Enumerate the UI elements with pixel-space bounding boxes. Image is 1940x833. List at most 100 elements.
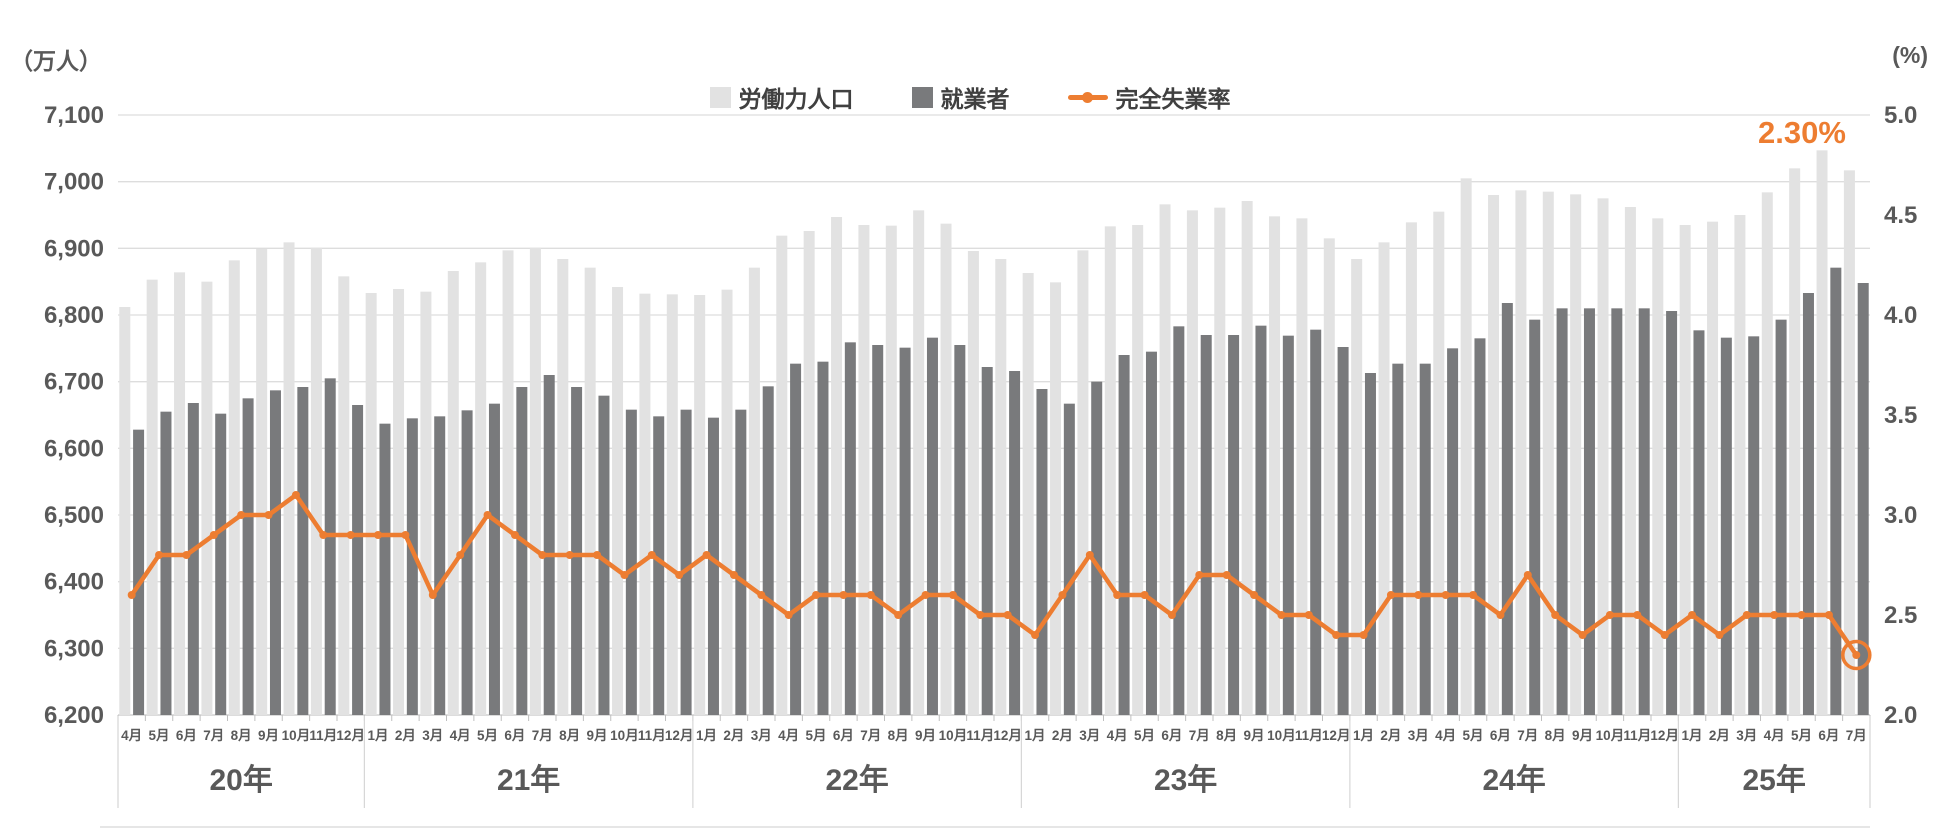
labor-force-bar <box>557 259 569 715</box>
labor-force-bar <box>1378 242 1390 716</box>
labor-force-bar <box>365 293 377 715</box>
month-label: 12月 <box>1322 728 1351 743</box>
unemployment-rate-point <box>1113 591 1122 599</box>
left-axis-tick-label: 6,900 <box>44 235 104 262</box>
unemployment-rate-point <box>1277 611 1286 619</box>
unemployment-rate-point <box>1715 631 1724 639</box>
month-label: 7月 <box>203 728 224 743</box>
employed-bar <box>707 417 719 715</box>
unemployment-rate-point <box>675 571 684 579</box>
month-label: 6月 <box>1490 728 1511 743</box>
employed-bar <box>872 345 884 715</box>
month-label: 3月 <box>1408 728 1429 743</box>
year-label: 24年 <box>1482 764 1545 797</box>
year-label: 20年 <box>210 764 273 797</box>
month-label: 9月 <box>1572 728 1593 743</box>
month-label: 1月 <box>1353 728 1374 743</box>
month-label: 4月 <box>121 728 142 743</box>
month-label: 11月 <box>638 728 666 743</box>
month-label: 12月 <box>993 728 1022 743</box>
employed-bar <box>1830 267 1842 715</box>
right-axis-tick-label: 4.0 <box>1884 302 1917 329</box>
month-label: 8月 <box>231 728 252 743</box>
employed-bar <box>1556 308 1568 715</box>
month-label: 11月 <box>966 728 994 743</box>
month-label: 6月 <box>176 728 197 743</box>
month-label: 2月 <box>1380 728 1401 743</box>
month-label: 10月 <box>939 728 968 743</box>
left-axis-unit-label: （万人） <box>10 48 102 74</box>
labor-force-bar <box>1323 238 1335 716</box>
month-label: 4月 <box>778 728 799 743</box>
employed-bar <box>1255 325 1267 715</box>
labor-force-bar <box>1597 198 1609 716</box>
unemployment-rate-point <box>1359 631 1368 639</box>
employed-bar <box>1337 347 1349 715</box>
unemployment-rate-point <box>1250 591 1259 599</box>
legend-label-employed: 就業者 <box>940 86 1010 112</box>
labor-force-bar <box>1816 150 1828 716</box>
month-label: 11月 <box>1295 728 1323 743</box>
labor-force-bar <box>748 267 760 715</box>
unemployment-rate-point <box>155 551 164 559</box>
employed-bar <box>1310 329 1322 715</box>
labor-force-bar <box>1214 207 1226 715</box>
month-label: 5月 <box>1791 728 1812 743</box>
month-label: 2月 <box>395 728 416 743</box>
latest-point-circle-icon <box>1841 639 1872 671</box>
month-label: 8月 <box>1545 728 1566 743</box>
unemployment-rate-point <box>1304 611 1313 619</box>
unemployment-rate-point <box>456 551 465 559</box>
labor-force-bar <box>1269 216 1281 716</box>
unemployment-rate-point <box>1605 611 1614 619</box>
unemployment-rate-point <box>866 591 875 599</box>
labor-force-bar <box>776 235 788 715</box>
left-axis-tick-label: 7,100 <box>44 102 104 129</box>
employed-bar <box>1392 363 1404 715</box>
unemployment-rate-point <box>976 611 985 619</box>
labor-force-bar <box>1241 201 1253 715</box>
employed-bar <box>625 409 637 715</box>
right-axis-tick-label: 3.0 <box>1884 502 1917 529</box>
labor-force-bar <box>529 247 541 715</box>
unemployment-rate-point <box>1332 631 1341 639</box>
employed-bar <box>324 378 336 715</box>
unemployment-rate-point <box>1222 571 1231 579</box>
unemployment-rate-point <box>1633 611 1642 619</box>
month-label: 10月 <box>610 728 639 743</box>
labor-force-bar <box>447 271 459 715</box>
labor-force-bar <box>1186 210 1198 716</box>
unemployment-rate-point <box>209 531 218 539</box>
employed-bar <box>653 416 665 715</box>
month-label: 5月 <box>1463 728 1484 743</box>
employed-bar <box>1611 308 1623 715</box>
unemployment-rate-point <box>565 551 574 559</box>
employed-bar <box>297 387 309 715</box>
right-axis-tick-label: 5.0 <box>1884 102 1917 129</box>
month-label: 8月 <box>1216 728 1237 743</box>
labor-force-bar <box>1132 225 1144 715</box>
labor-force-bar <box>612 287 624 715</box>
employed-bar <box>133 429 145 715</box>
labor-force-bar <box>1077 250 1089 716</box>
labor-force-bar <box>1761 192 1773 716</box>
right-axis-tick-label: 2.5 <box>1884 602 1917 629</box>
legend-item-unemployment-rate: 完全失業率 <box>1067 80 1231 114</box>
unemployment-rate-point <box>1441 591 1450 599</box>
month-label: 9月 <box>587 728 608 743</box>
left-axis-tick-label: 6,400 <box>44 569 104 596</box>
employed-bar <box>1091 381 1103 715</box>
labor-force-bar <box>1652 218 1664 716</box>
year-label: 22年 <box>825 764 888 797</box>
month-label: 10月 <box>1267 728 1296 743</box>
employed-bar <box>1364 373 1376 715</box>
latest-unemployment-rate-callout: 2.30% <box>1758 115 1846 150</box>
left-axis-tick-label: 7,000 <box>44 169 104 196</box>
employed-bar <box>680 409 692 715</box>
employed-bar <box>981 367 993 715</box>
labor-force-bar <box>256 249 268 715</box>
employed-bar <box>1638 308 1650 715</box>
employed-bar <box>434 416 446 715</box>
left-axis-tick-label: 6,600 <box>44 435 104 462</box>
